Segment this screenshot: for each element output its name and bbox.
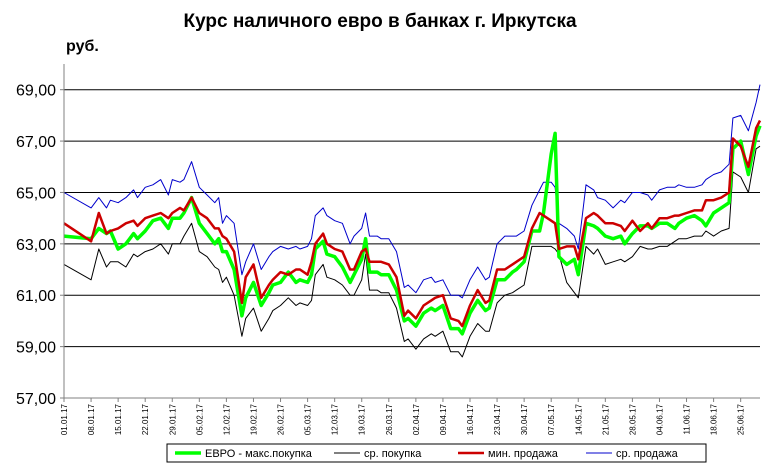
series-line-3 — [63, 84, 761, 299]
x-tick-label: 04.06.17 — [655, 403, 664, 435]
series-lines — [63, 84, 762, 358]
x-tick-label: 19.03.17 — [358, 403, 367, 435]
y-tick-label: 67,00 — [16, 134, 56, 151]
legend-label-2: мин. продажа — [488, 448, 559, 460]
x-tick-label: 12.03.17 — [331, 403, 340, 435]
legend-label-3: ср. продажа — [616, 448, 679, 460]
x-tick-label: 15.01.17 — [114, 403, 123, 435]
x-tick-label: 02.04.17 — [412, 403, 421, 435]
x-tick-label: 29.01.17 — [168, 403, 177, 435]
x-tick-label: 26.03.17 — [385, 403, 394, 435]
x-tick-label: 07.05.17 — [547, 403, 556, 435]
legend-label-1: ср. покупка — [364, 448, 422, 460]
y-tick-label: 61,00 — [16, 288, 56, 305]
x-tick-label: 01.01.17 — [60, 403, 69, 435]
legend: ЕВРО - макс.покупка ср. покупка мин. прода… — [166, 443, 707, 463]
x-tick-label: 21.05.17 — [601, 403, 610, 435]
legend-label-0: ЕВРО - макс.покупка — [205, 448, 313, 460]
y-tick-label: 63,00 — [16, 237, 56, 254]
y-axis-ticks: 57,00 59,00 61,00 63,00 65,00 67,00 69,00 — [16, 83, 64, 408]
y-tick-label: 57,00 — [16, 391, 56, 408]
x-tick-label: 19.02.17 — [249, 403, 258, 435]
x-tick-label: 14.05.17 — [574, 403, 583, 435]
x-tick-label: 26.02.17 — [277, 403, 286, 435]
series-line-2 — [63, 119, 762, 328]
x-tick-label: 22.01.17 — [141, 403, 150, 435]
y-tick-label: 59,00 — [16, 340, 56, 357]
series-line-0 — [63, 125, 762, 336]
x-tick-label: 12.02.17 — [222, 403, 231, 435]
x-tick-label: 09.04.17 — [439, 403, 448, 435]
x-tick-label: 28.05.17 — [628, 403, 637, 435]
x-tick-label: 16.04.17 — [466, 403, 475, 435]
x-tick-label: 08.01.17 — [87, 403, 96, 435]
y-axis-label: руб. — [66, 38, 99, 55]
y-tick-label: 69,00 — [16, 83, 56, 100]
series-line-1 — [63, 145, 761, 358]
x-axis-ticks: 01.01.17 08.01.17 15.01.17 22.01.17 29.01.17… — [60, 398, 746, 435]
x-tick-label: 11.06.17 — [683, 403, 692, 434]
y-tick-label: 65,00 — [16, 185, 56, 202]
legend-box — [166, 443, 707, 463]
chart-title: Курс наличного евро в банках г. Иркутска — [183, 11, 576, 32]
x-tick-label: 30.04.17 — [520, 403, 529, 435]
x-tick-label: 18.06.17 — [710, 403, 719, 435]
x-tick-label: 23.04.17 — [493, 403, 502, 435]
x-tick-label: 05.03.17 — [304, 403, 313, 435]
x-tick-label: 25.06.17 — [737, 403, 746, 435]
x-tick-label: 05.02.17 — [195, 403, 204, 435]
